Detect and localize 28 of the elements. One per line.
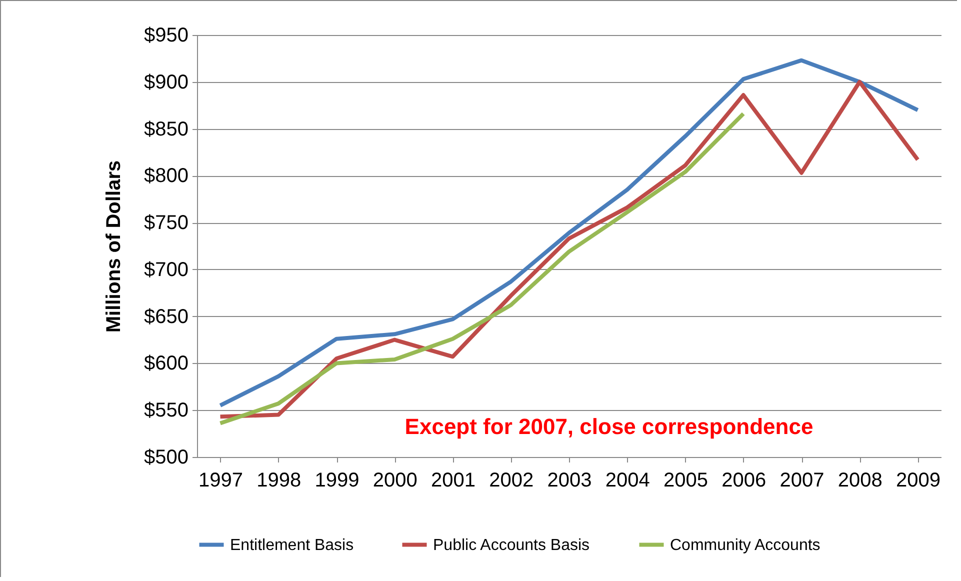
legend-label: Entitlement Basis xyxy=(230,536,354,554)
y-tick-label: $800 xyxy=(144,165,188,188)
y-tick-label: $600 xyxy=(144,352,188,375)
x-tick-label: 2000 xyxy=(372,470,418,492)
y-tick-label: $550 xyxy=(144,400,188,422)
x-tick-label: 2007 xyxy=(780,470,824,492)
y-axis-title: Millions of Dollars xyxy=(103,160,126,333)
x-tick-label: 2005 xyxy=(664,470,708,492)
y-tick-label: $850 xyxy=(144,118,188,140)
x-tick-label: 2001 xyxy=(431,470,476,492)
x-tick-label: 2006 xyxy=(722,470,766,492)
x-tick-label: 2002 xyxy=(489,470,534,492)
x-tick-label: 2003 xyxy=(547,470,592,492)
legend-label: Community Accounts xyxy=(670,536,820,554)
legend-label: Public Accounts Basis xyxy=(433,536,590,554)
x-tick-label: 2004 xyxy=(605,470,650,492)
y-tick-label: $700 xyxy=(144,258,188,281)
x-tick-label: 1998 xyxy=(256,470,302,492)
y-tick-label: $750 xyxy=(144,212,188,234)
x-tick-label: 2008 xyxy=(838,470,882,492)
x-tick-label: 2009 xyxy=(896,470,940,492)
y-tick-label: $650 xyxy=(144,306,188,328)
x-tick-label: 1997 xyxy=(198,470,243,492)
y-tick-label: $950 xyxy=(144,24,188,46)
y-tick-label: $900 xyxy=(144,71,188,94)
y-tick-label: $500 xyxy=(144,446,188,468)
x-tick-label: 1999 xyxy=(314,470,360,492)
annotation: Except for 2007, close correspondence xyxy=(404,414,814,439)
